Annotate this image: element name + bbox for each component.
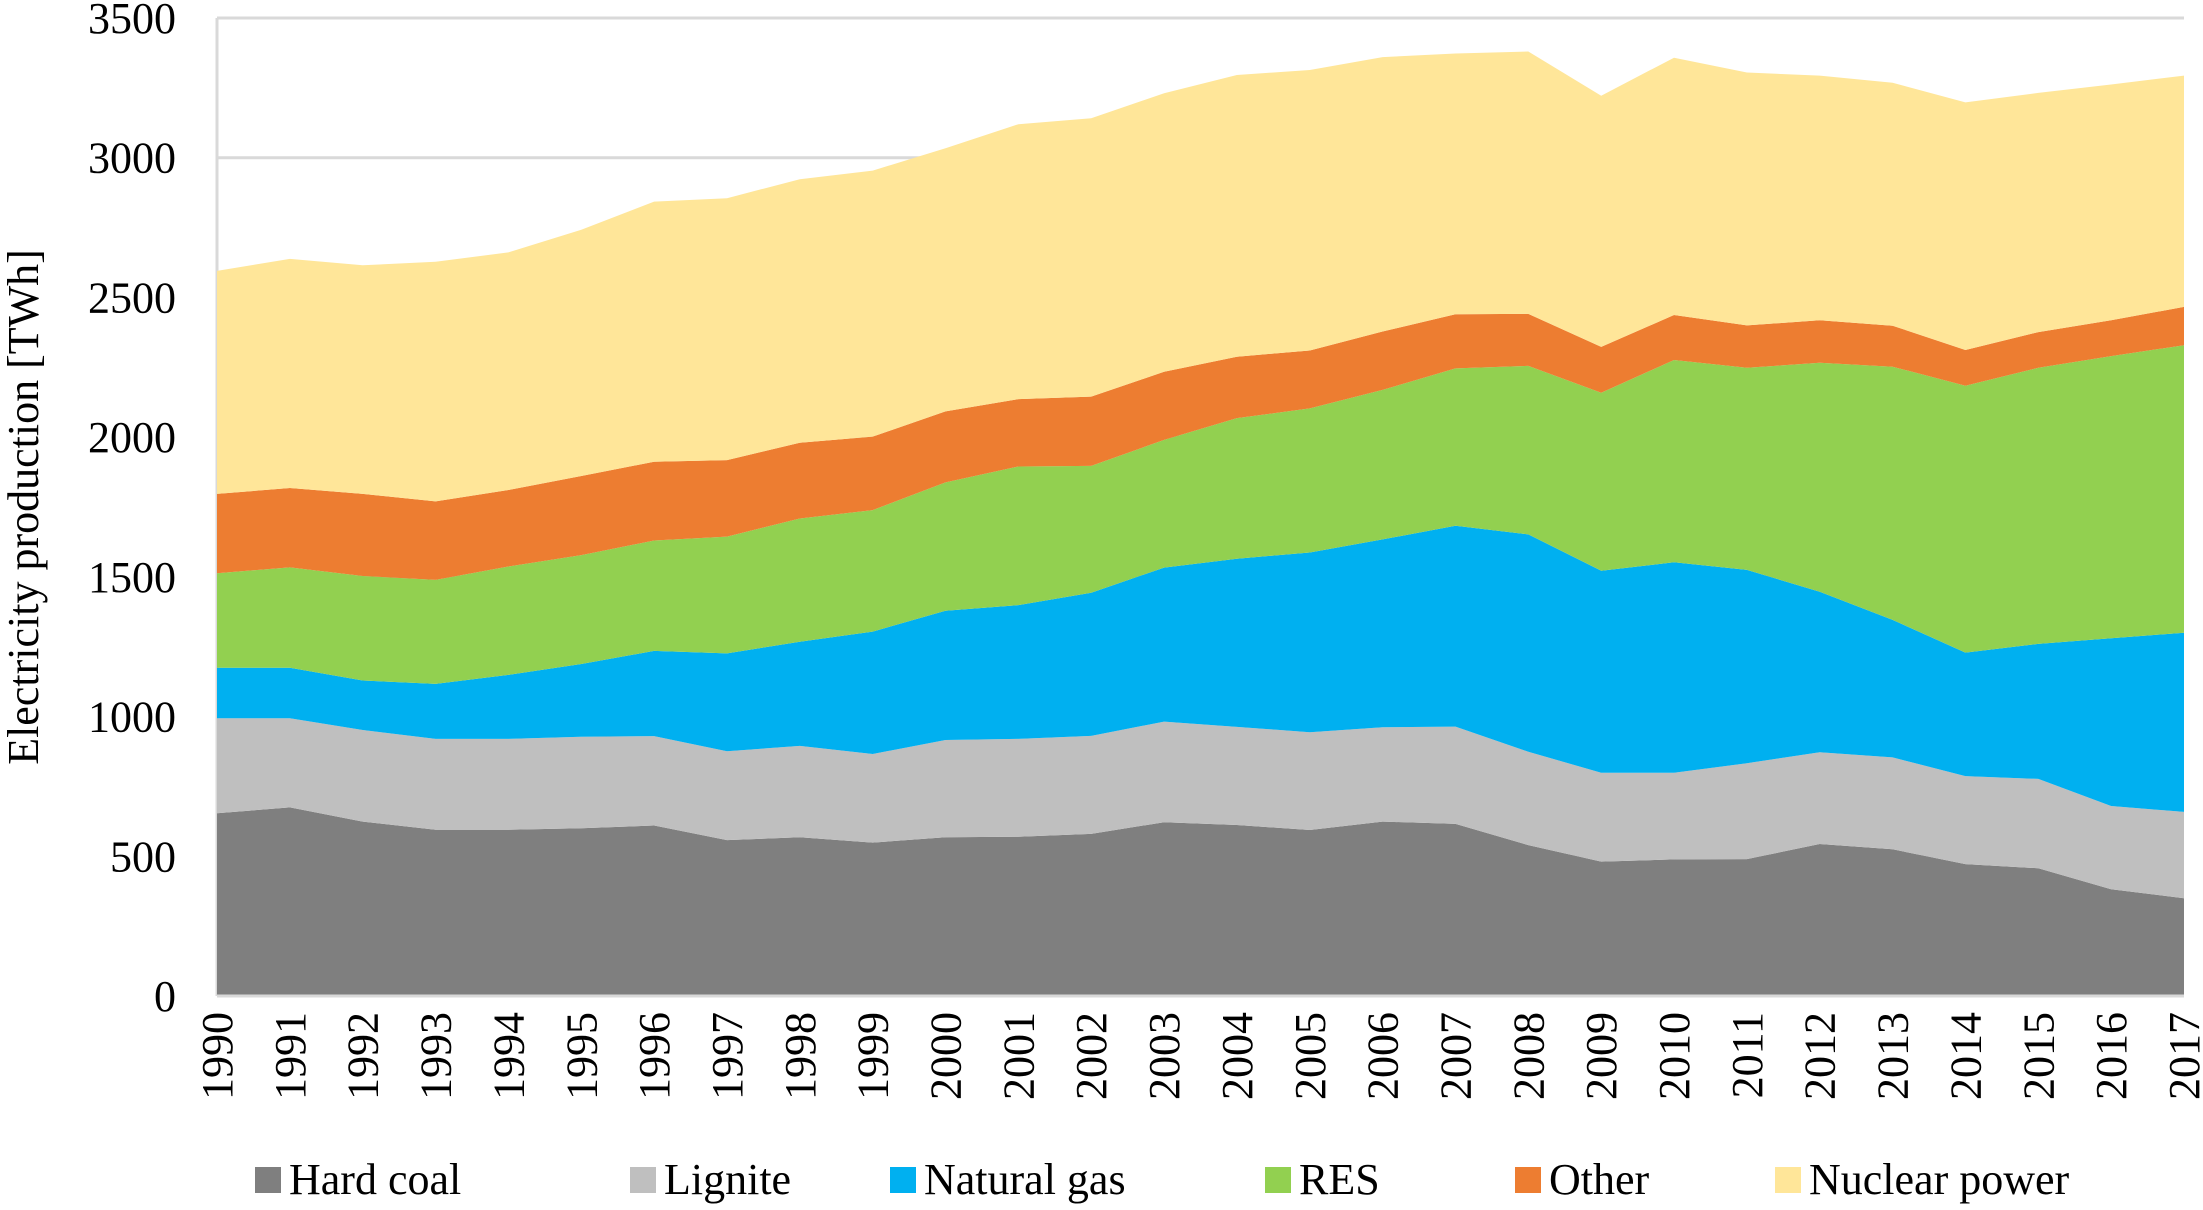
legend-item: Lignite	[630, 1152, 791, 1208]
x-axis: 1990 1991 1992 1993 1994 1995 1996 1997 1998 1999…	[193, 1012, 2203, 1100]
legend-swatch	[1515, 1167, 1541, 1193]
x-tick-label: 2002	[1067, 1012, 1116, 1100]
x-tick-label: 2014	[1941, 1012, 1990, 1100]
area-other	[217, 306, 2184, 580]
y-tick-label: 3500	[88, 0, 176, 43]
legend-item: Other	[1515, 1152, 1649, 1208]
x-tick-label: 2011	[1723, 1012, 1772, 1098]
y-tick-label: 2000	[88, 413, 176, 462]
area-hard-coal	[217, 807, 2184, 996]
y-tick-label: 2500	[88, 273, 176, 322]
x-tick-label: 2004	[1213, 1012, 1262, 1100]
x-tick-label: 1998	[776, 1012, 825, 1100]
x-tick-label: 2000	[922, 1012, 971, 1100]
x-tick-label: 1999	[849, 1012, 898, 1100]
legend-label: Natural gas	[924, 1155, 1126, 1204]
area-nuclear-power	[217, 51, 2184, 502]
legend-swatch	[1775, 1167, 1801, 1193]
x-tick-label: 2013	[1869, 1012, 1918, 1100]
x-tick-label: 2007	[1432, 1012, 1481, 1100]
legend-item: RES	[1265, 1152, 1380, 1208]
y-axis-title: Electricity production [TWh]	[0, 249, 48, 765]
area-res	[217, 345, 2184, 684]
x-tick-label: 2017	[2160, 1012, 2203, 1100]
x-tick-label: 1997	[703, 1012, 752, 1100]
legend-label: Hard coal	[289, 1155, 462, 1204]
x-tick-label: 1992	[339, 1012, 388, 1100]
y-tick-label: 500	[110, 832, 176, 881]
legend-item: Natural gas	[890, 1152, 1126, 1208]
legend-label: Nuclear power	[1809, 1155, 2070, 1204]
legend-swatch	[255, 1167, 281, 1193]
area-series	[217, 51, 2184, 996]
y-tick-label: 0	[154, 972, 176, 1021]
x-tick-label: 2012	[1796, 1012, 1845, 1100]
legend-label: Other	[1549, 1155, 1650, 1204]
x-tick-label: 1993	[412, 1012, 461, 1100]
area-natural-gas	[217, 525, 2184, 812]
y-tick-label: 3000	[88, 134, 176, 183]
x-tick-label: 2001	[994, 1012, 1043, 1100]
x-tick-label: 2010	[1650, 1012, 1699, 1100]
y-tick-label: 1000	[88, 693, 176, 742]
legend-label: RES	[1299, 1155, 1380, 1204]
area-lignite	[217, 718, 2184, 899]
legend-swatch	[890, 1167, 916, 1193]
x-tick-label: 2006	[1359, 1012, 1408, 1100]
x-tick-label: 2016	[2087, 1012, 2136, 1100]
x-tick-label: 2008	[1504, 1012, 1553, 1100]
x-tick-label: 2015	[2014, 1012, 2063, 1100]
x-tick-label: 1994	[484, 1012, 533, 1100]
x-tick-label: 2009	[1577, 1012, 1626, 1100]
x-tick-label: 1995	[557, 1012, 606, 1100]
legend-item: Nuclear power	[1775, 1152, 2069, 1208]
legend: Hard coal Lignite Natural gas RES Other Nucle…	[0, 1152, 2203, 1208]
y-tick-label: 1500	[88, 553, 176, 602]
legend-item: Hard coal	[255, 1152, 461, 1208]
x-tick-label: 1991	[266, 1012, 315, 1100]
x-tick-label: 1990	[193, 1012, 242, 1100]
legend-swatch	[630, 1167, 656, 1193]
x-tick-label: 2003	[1140, 1012, 1189, 1100]
x-tick-label: 2005	[1286, 1012, 1335, 1100]
x-tick-label: 1996	[630, 1012, 679, 1100]
legend-label: Lignite	[664, 1155, 792, 1204]
legend-swatch	[1265, 1167, 1291, 1193]
y-axis: 0 500 1000 1500 2000 2500 3000 3500	[88, 0, 176, 1021]
